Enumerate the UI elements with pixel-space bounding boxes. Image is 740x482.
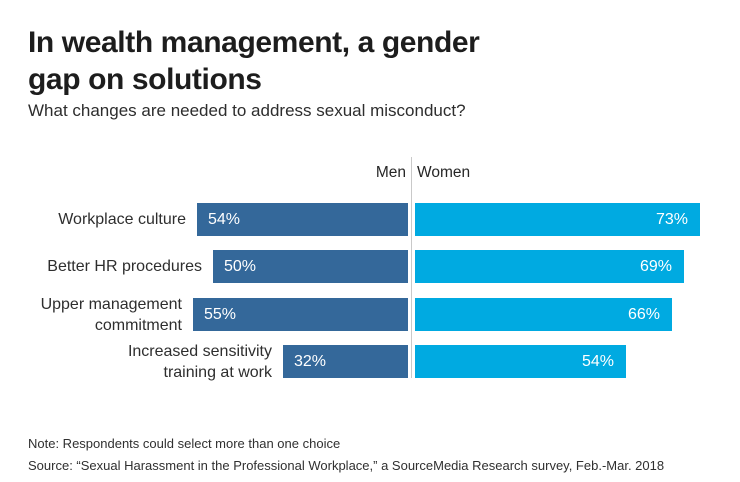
- chart-subtitle: What changes are needed to address sexua…: [28, 101, 466, 120]
- category-label-line: Upper management: [40, 296, 182, 313]
- chart-note: Note: Respondents could select more than…: [28, 436, 341, 451]
- category-label: Upper management commitment: [41, 294, 182, 336]
- women-value-label: 66%: [627, 305, 660, 323]
- category-label: Increased sensitivity training at work: [128, 341, 272, 383]
- category-label-line: Better HR procedures: [47, 258, 202, 275]
- men-bar: 55%: [193, 298, 408, 331]
- women-value-label: 54%: [581, 352, 614, 370]
- page-title: In wealth management, a gender gap on so…: [28, 24, 588, 98]
- category-label: Workplace culture: [58, 209, 186, 230]
- category-label-line: Increased sensitivity: [127, 343, 272, 360]
- women-value-label: 73%: [655, 210, 688, 228]
- category-label-line: training at work: [163, 364, 273, 381]
- title-line-2: gap on solutions: [28, 63, 262, 96]
- men-value-label: 54%: [208, 210, 241, 228]
- category-label-line: Workplace culture: [58, 211, 186, 228]
- series-label-women: Women: [417, 164, 471, 181]
- women-bar: 66%: [415, 298, 672, 331]
- men-value-label: 55%: [204, 305, 237, 323]
- category-label: Better HR procedures: [47, 256, 202, 277]
- chart-source: Source: “Sexual Harassment in the Profes…: [28, 458, 665, 473]
- women-value-label: 69%: [639, 257, 672, 275]
- category-label-line: commitment: [94, 317, 182, 334]
- men-value-label: 50%: [224, 257, 257, 275]
- center-axis-divider: [411, 157, 412, 378]
- women-bar: 69%: [415, 250, 684, 283]
- men-bar: 50%: [213, 250, 408, 283]
- men-bar: 32%: [283, 345, 408, 378]
- women-bar: 73%: [415, 203, 700, 236]
- women-bar: 54%: [415, 345, 626, 378]
- men-value-label: 32%: [294, 352, 327, 370]
- series-label-men: Men: [375, 164, 406, 181]
- title-line-1: In wealth management, a gender: [28, 26, 480, 59]
- men-bar: 54%: [197, 203, 408, 236]
